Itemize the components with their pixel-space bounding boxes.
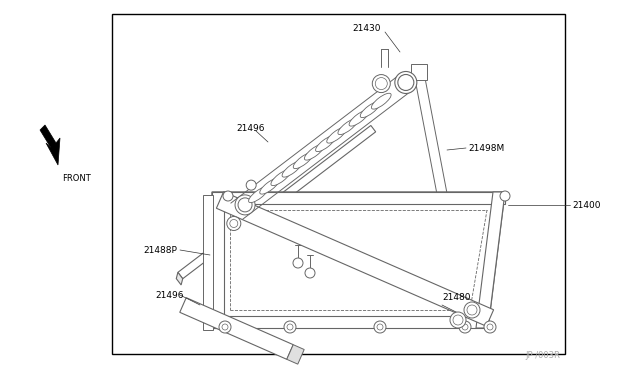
Circle shape (293, 258, 303, 268)
Circle shape (395, 71, 417, 93)
Circle shape (372, 74, 390, 93)
Circle shape (377, 324, 383, 330)
Text: 21498M: 21498M (468, 144, 504, 153)
Polygon shape (412, 64, 428, 80)
Circle shape (375, 78, 387, 90)
Polygon shape (40, 125, 60, 165)
Text: 21400: 21400 (572, 201, 600, 209)
Polygon shape (212, 192, 224, 328)
Polygon shape (476, 192, 505, 328)
Text: 21430: 21430 (352, 23, 381, 32)
Circle shape (467, 305, 477, 315)
Circle shape (464, 302, 480, 318)
Polygon shape (178, 125, 376, 279)
Text: 21496: 21496 (155, 291, 184, 299)
Circle shape (219, 321, 231, 333)
Text: FRONT: FRONT (62, 173, 91, 183)
Polygon shape (212, 192, 505, 328)
Text: 21488P: 21488P (143, 246, 177, 254)
Circle shape (374, 321, 386, 333)
Ellipse shape (260, 178, 280, 194)
Ellipse shape (271, 170, 291, 186)
Circle shape (500, 191, 510, 201)
Circle shape (462, 324, 468, 330)
Circle shape (450, 312, 466, 328)
Ellipse shape (360, 102, 380, 118)
Ellipse shape (248, 187, 268, 203)
Text: 21496: 21496 (236, 124, 264, 132)
Circle shape (287, 324, 293, 330)
Polygon shape (413, 67, 452, 221)
Ellipse shape (293, 153, 313, 169)
Polygon shape (176, 272, 182, 285)
Polygon shape (203, 195, 213, 330)
Ellipse shape (338, 119, 358, 135)
Polygon shape (287, 345, 304, 364)
Circle shape (487, 324, 493, 330)
Polygon shape (180, 298, 293, 359)
Circle shape (222, 324, 228, 330)
Bar (112, 14, 565, 354)
Ellipse shape (349, 110, 369, 126)
Polygon shape (212, 192, 505, 204)
Circle shape (230, 219, 238, 228)
Ellipse shape (305, 144, 324, 160)
Circle shape (484, 321, 496, 333)
Ellipse shape (282, 161, 302, 177)
Circle shape (227, 217, 241, 231)
Circle shape (246, 180, 256, 190)
Circle shape (223, 191, 233, 201)
Circle shape (305, 268, 315, 278)
Text: JP /003R: JP /003R (525, 351, 560, 360)
Circle shape (459, 321, 471, 333)
Ellipse shape (371, 93, 391, 109)
Polygon shape (216, 192, 493, 326)
Circle shape (235, 195, 255, 215)
Circle shape (238, 198, 252, 212)
Polygon shape (212, 316, 488, 328)
Ellipse shape (327, 127, 346, 143)
Text: 21480: 21480 (442, 294, 470, 302)
Ellipse shape (316, 136, 335, 152)
Circle shape (284, 321, 296, 333)
Circle shape (453, 315, 463, 325)
Circle shape (398, 74, 414, 90)
